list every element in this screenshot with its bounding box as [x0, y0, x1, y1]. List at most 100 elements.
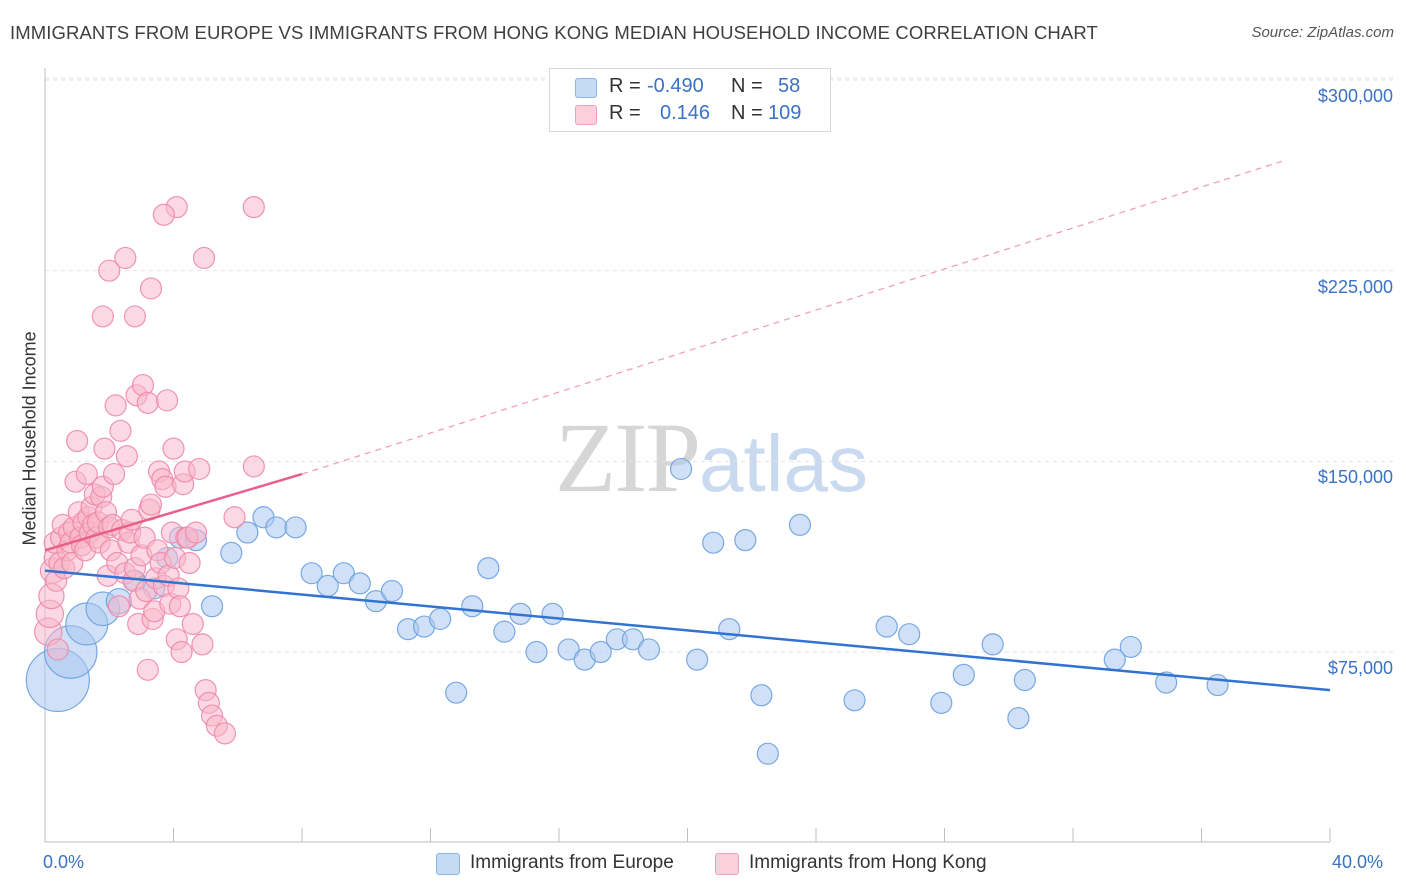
y-tick-label: $225,000 [1317, 276, 1393, 297]
trend-lines [44, 160, 1331, 692]
point-europe [981, 633, 1004, 656]
y-axis-title: Median Household Income [19, 331, 40, 546]
point-hongkong [213, 722, 236, 745]
point-europe [220, 541, 243, 564]
point-europe [1206, 673, 1229, 697]
point-europe [332, 562, 355, 585]
point-europe [236, 521, 259, 544]
watermark-atlas: atlas [699, 419, 868, 508]
point-hongkong [123, 305, 147, 328]
point-hongkong [114, 246, 137, 270]
point-europe [898, 623, 921, 646]
point-hongkong [168, 595, 192, 618]
point-europe [348, 572, 371, 595]
legend-label-europe: Immigrants from Europe [470, 852, 674, 873]
point-europe [380, 579, 404, 603]
legend-swatch-hongkong [715, 853, 739, 875]
grid-lines [45, 77, 1393, 653]
point-europe [734, 529, 757, 552]
point-europe [284, 516, 307, 539]
point-hongkong [46, 638, 69, 661]
point-europe [669, 457, 693, 481]
legend-r-label: R = [609, 102, 641, 124]
point-hongkong [109, 419, 132, 442]
point-hongkong [184, 521, 208, 544]
point-europe [750, 684, 773, 707]
x-tick-label-max: 40.0% [1332, 852, 1384, 872]
point-europe [702, 531, 725, 554]
point-hongkong [136, 658, 159, 681]
trend-line-europe [44, 569, 1331, 692]
watermark: ZIPatlas [555, 400, 868, 515]
legend-r-value: -0.490 [647, 75, 704, 97]
point-europe [788, 513, 812, 536]
point-europe [461, 595, 484, 618]
y-tick-label: $150,000 [1317, 467, 1393, 488]
point-hongkong [181, 612, 204, 636]
point-hongkong [75, 462, 98, 486]
point-europe [1007, 706, 1030, 730]
data-points [25, 196, 1229, 765]
chart-title: IMMIGRANTS FROM EUROPE VS IMMIGRANTS FRO… [10, 22, 1098, 43]
point-europe [1013, 668, 1036, 692]
point-hongkong [102, 462, 126, 486]
point-hongkong [242, 455, 265, 478]
point-europe [493, 620, 516, 643]
point-europe [477, 557, 500, 580]
trend-line-extension-hongkong [301, 160, 1282, 475]
point-hongkong [115, 445, 139, 468]
x-tick-label-min: 0.0% [43, 852, 85, 872]
point-hongkong [66, 429, 89, 453]
legend-n-label: N = [731, 102, 763, 124]
point-europe [557, 638, 580, 661]
watermark-zip: ZIP [555, 402, 701, 513]
point-europe [686, 648, 709, 671]
point-hongkong [155, 389, 179, 412]
point-hongkong [223, 506, 246, 529]
point-hongkong [191, 633, 214, 656]
point-europe [843, 689, 866, 712]
legend-n-value: 58 [778, 75, 801, 97]
point-europe [429, 607, 452, 631]
point-europe [952, 663, 975, 686]
legend-swatch-europe [436, 853, 460, 875]
point-hongkong [242, 196, 265, 219]
point-europe [875, 615, 898, 638]
legend-n-value: 109 [768, 102, 802, 124]
point-hongkong [107, 595, 130, 618]
point-europe [621, 628, 644, 651]
axes [44, 68, 1331, 843]
point-europe [445, 681, 468, 704]
legend-swatch-hongkong [575, 105, 597, 125]
point-europe [300, 562, 323, 585]
point-hongkong [93, 437, 116, 460]
point-hongkong [136, 391, 159, 414]
point-europe [200, 595, 224, 618]
legend-swatch-europe [575, 78, 597, 98]
point-europe [637, 638, 661, 661]
y-tick-label: $300,000 [1317, 86, 1393, 106]
legend-label-hongkong: Immigrants from Hong Kong [749, 852, 987, 873]
point-hongkong [91, 305, 114, 328]
point-hongkong [170, 640, 193, 664]
point-europe [930, 691, 953, 714]
point-europe [589, 640, 612, 664]
y-tick-label: $75,000 [1327, 658, 1393, 678]
source-credit: Source: ZipAtlas.com [1251, 24, 1394, 41]
point-hongkong [139, 277, 163, 300]
point-hongkong [192, 246, 216, 270]
point-hongkong [152, 203, 175, 226]
point-hongkong [104, 394, 127, 417]
point-europe [718, 618, 741, 641]
trend-line-hongkong [44, 472, 303, 552]
point-europe [525, 640, 548, 664]
point-hongkong [188, 457, 211, 481]
point-hongkong [178, 551, 201, 575]
point-europe [1155, 671, 1178, 694]
legend-r-label: R = [609, 75, 641, 97]
point-hongkong [98, 259, 121, 282]
stats-legend: R = -0.490 N = 58 R = 0.146 N = 109 [549, 68, 831, 132]
legend-r-value: 0.146 [660, 102, 711, 124]
point-europe [265, 516, 288, 539]
